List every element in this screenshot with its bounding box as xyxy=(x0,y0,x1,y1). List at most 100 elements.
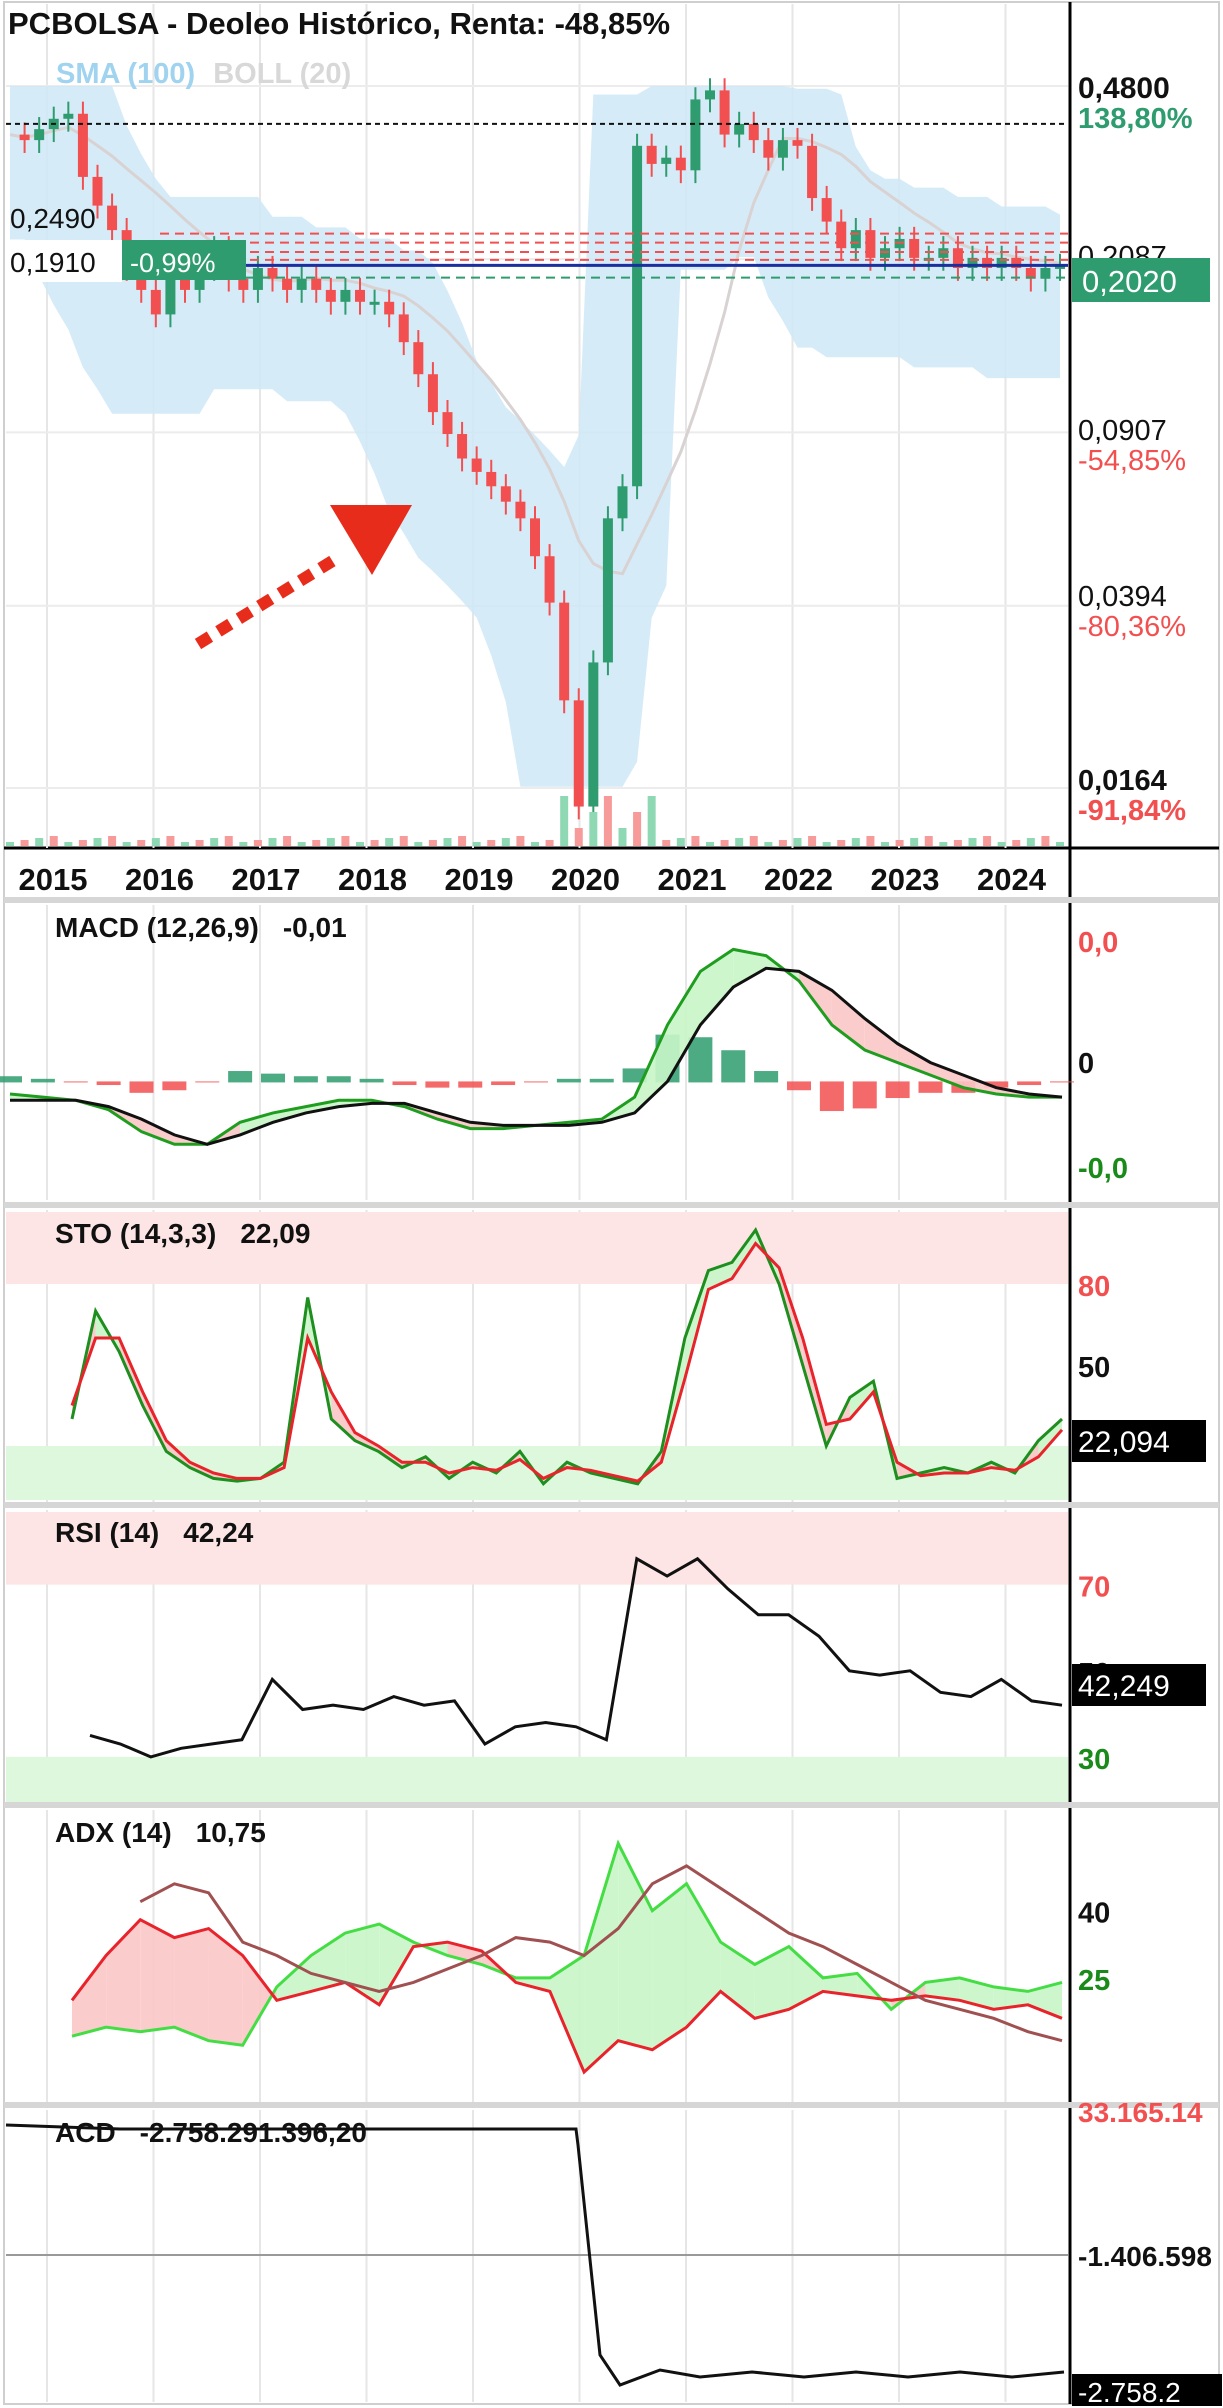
adx-line xyxy=(139,1864,1063,2043)
x-tick-label: 2016 xyxy=(125,862,194,897)
volume-bar xyxy=(560,796,569,846)
candle-body xyxy=(705,90,715,100)
candle-body xyxy=(661,157,672,164)
adx-di-fill xyxy=(686,1883,721,2028)
volume-bar xyxy=(35,838,44,846)
volume-bar xyxy=(793,838,802,846)
volume-bar xyxy=(356,842,364,846)
macd-fill xyxy=(273,1106,306,1123)
volume-bar xyxy=(93,838,102,846)
sto-value: 22,09 xyxy=(240,1218,311,1249)
annotation-arrow xyxy=(194,554,338,650)
macd-histogram-bar xyxy=(1050,1081,1074,1083)
volume-bar xyxy=(968,838,977,846)
candle-body xyxy=(632,145,643,487)
candle-body xyxy=(311,278,322,290)
overbought-zone xyxy=(6,1212,1068,1284)
y-tick-label: 0,0907 xyxy=(1078,415,1167,447)
macd-axis-label: 0 xyxy=(1078,1048,1094,1080)
candle-body xyxy=(530,518,540,557)
candle-body xyxy=(1055,265,1065,269)
volume-bar xyxy=(49,836,58,846)
macd-histogram-bar xyxy=(63,1081,88,1083)
candle-body xyxy=(427,374,438,413)
macd-histogram-bar xyxy=(556,1078,581,1083)
candle-body xyxy=(763,140,774,158)
y-tick-label: 0,0164 xyxy=(1078,765,1167,797)
acd-axis-label: 33.165.14 xyxy=(1078,2097,1203,2128)
volume-bar xyxy=(472,842,481,846)
macd-fill xyxy=(240,1112,273,1135)
candle-body xyxy=(63,113,74,119)
adx-di-fill xyxy=(379,1924,414,2005)
candle-body xyxy=(150,289,161,315)
candle-body xyxy=(500,486,511,502)
macd-fill xyxy=(897,1043,931,1076)
adx-value: 10,75 xyxy=(195,1817,266,1848)
volume-bar xyxy=(706,842,714,846)
rsi-level-label: 30 xyxy=(1078,1744,1110,1776)
macd-histogram-bar xyxy=(491,1081,516,1086)
macd-name: MACD (12,26,9) xyxy=(55,912,259,943)
candle-body xyxy=(559,602,570,701)
candle-body xyxy=(573,700,584,807)
x-tick-label: 2021 xyxy=(658,862,727,897)
bollinger-band xyxy=(10,86,1060,787)
candle-body xyxy=(19,134,30,141)
volume-bar xyxy=(939,842,948,846)
macd-histogram-bar xyxy=(228,1071,253,1083)
candle-body xyxy=(515,501,526,519)
x-tick-label: 2020 xyxy=(551,862,620,897)
volume-bar xyxy=(676,838,685,846)
volume-bar xyxy=(866,836,875,846)
change-badge-text: -0,99% xyxy=(130,248,216,278)
legend-sma[interactable]: SMA (100) xyxy=(56,58,196,90)
macd-histogram-bar xyxy=(589,1078,614,1083)
sma-line xyxy=(9,125,1061,576)
legend-boll[interactable]: BOLL (20) xyxy=(213,58,352,90)
macd-histogram-bar xyxy=(819,1081,844,1112)
volume-bar xyxy=(764,842,773,846)
volume-bar xyxy=(268,838,277,846)
candle-body xyxy=(850,230,861,249)
candle-body xyxy=(384,301,395,315)
volume-bar xyxy=(414,842,423,846)
candle-body xyxy=(617,486,628,519)
acd-line xyxy=(5,2123,1065,2387)
candle-body xyxy=(777,140,788,158)
macd-fill xyxy=(634,1024,668,1113)
plus-di-line xyxy=(71,1839,1063,2047)
adx-di-fill xyxy=(754,1946,789,2019)
adx-di-fill xyxy=(140,1919,175,2032)
volume-bar xyxy=(122,842,131,846)
volume-bar xyxy=(283,836,292,846)
macd-axis-label: -0,0 xyxy=(1078,1153,1128,1185)
macd-histogram-bar xyxy=(425,1081,450,1088)
volume-bar xyxy=(749,836,758,846)
volume-bar xyxy=(151,838,160,846)
candle-body xyxy=(792,140,803,146)
volume-bar xyxy=(6,842,14,846)
adx-di-fill xyxy=(242,1955,277,2046)
y-tick-label: 0,4800 xyxy=(1078,72,1170,105)
candle-body xyxy=(355,289,365,302)
candle-body xyxy=(471,458,482,472)
volume-bar xyxy=(341,836,350,846)
candle-body xyxy=(267,268,278,279)
candle-body xyxy=(398,314,409,343)
chart-title: PCBOLSA - Deoleo Histórico, Renta: -48,8… xyxy=(8,6,671,41)
macd-histogram-bar xyxy=(885,1081,910,1099)
volume-bar xyxy=(662,840,671,846)
left-price-label: 0,1910 xyxy=(10,247,96,278)
adx-di-fill xyxy=(584,1843,619,2073)
rsi-name: RSI (14) xyxy=(55,1517,160,1548)
candle-body xyxy=(1040,268,1051,279)
macd-histogram-bar xyxy=(984,1081,1009,1088)
volume-bar xyxy=(195,840,204,846)
candle-body xyxy=(734,123,745,135)
macd-histogram-bar xyxy=(326,1076,351,1083)
volume-bar xyxy=(137,840,146,846)
adx-title: ADX (14) 10,75 xyxy=(55,1817,266,1849)
adx-di-fill xyxy=(549,1955,585,2073)
